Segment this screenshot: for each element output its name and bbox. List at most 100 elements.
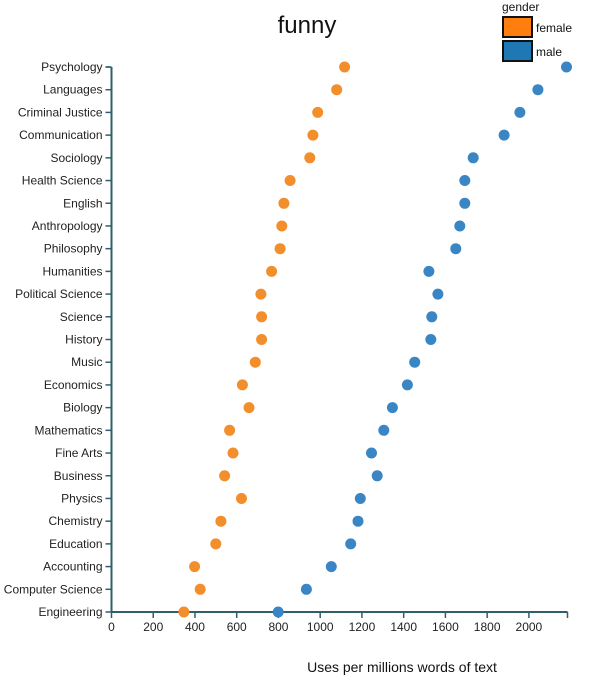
x-tick-label: 400 — [185, 620, 205, 634]
point-female-education[interactable] — [210, 538, 222, 550]
y-tick-label: Philosophy — [44, 242, 103, 256]
point-male-communication[interactable] — [498, 129, 510, 141]
y-tick-label: Physics — [61, 491, 102, 505]
point-male-criminal-justice[interactable] — [514, 106, 526, 118]
y-tick-label: Economics — [44, 378, 103, 392]
y-tick-label: Chemistry — [48, 514, 102, 528]
series-female — [178, 61, 351, 618]
y-tick-label: History — [65, 333, 102, 347]
y-tick-label: Accounting — [43, 560, 102, 574]
y-tick-label: Music — [71, 355, 102, 369]
point-female-communication[interactable] — [307, 129, 319, 141]
point-female-physics[interactable] — [236, 493, 247, 504]
point-female-music[interactable] — [249, 356, 261, 368]
point-male-languages[interactable] — [532, 84, 544, 96]
point-female-criminal-justice[interactable] — [312, 106, 324, 118]
y-tick-label: Science — [60, 310, 103, 324]
legend: gender female male — [502, 0, 572, 62]
legend-label-male: male — [536, 45, 562, 59]
point-male-education[interactable] — [345, 538, 357, 550]
point-male-philosophy[interactable] — [450, 243, 462, 255]
point-female-chemistry[interactable] — [215, 515, 227, 527]
y-tick-label: Business — [54, 469, 103, 483]
point-male-fine-arts[interactable] — [366, 447, 377, 459]
point-female-political-science[interactable] — [255, 288, 267, 300]
x-tick-label: 1200 — [349, 620, 376, 634]
point-male-accounting[interactable] — [325, 561, 337, 573]
point-male-science[interactable] — [426, 311, 438, 323]
point-female-computer-science[interactable] — [194, 583, 206, 595]
point-female-business[interactable] — [219, 470, 231, 482]
y-tick-label: Anthropology — [32, 219, 103, 233]
point-male-sociology[interactable] — [467, 152, 479, 164]
legend-swatch-male[interactable] — [502, 40, 533, 62]
legend-swatch-female[interactable] — [502, 16, 533, 38]
x-tick-label: 0 — [108, 620, 115, 634]
x-tick-label: 600 — [227, 620, 247, 634]
point-male-mathematics[interactable] — [378, 424, 390, 436]
point-male-history[interactable] — [425, 334, 437, 345]
y-tick-label: Criminal Justice — [18, 105, 103, 119]
y-tick-label: Computer Science — [4, 582, 103, 596]
x-tick-label: 1400 — [390, 620, 417, 634]
point-male-humanities[interactable] — [423, 265, 435, 277]
x-tick-label: 200 — [143, 620, 163, 634]
point-female-engineering[interactable] — [178, 606, 190, 618]
point-female-humanities[interactable] — [266, 265, 278, 277]
point-female-science[interactable] — [256, 311, 268, 323]
point-female-mathematics[interactable] — [224, 424, 236, 436]
point-female-health-science[interactable] — [284, 175, 296, 186]
point-female-history[interactable] — [256, 334, 268, 345]
point-female-philosophy[interactable] — [274, 243, 286, 255]
y-axis: Psychology Languages Criminal Justice Commu… — [4, 60, 113, 619]
point-male-psychology[interactable] — [561, 61, 572, 73]
y-tick-label: Sociology — [50, 151, 102, 165]
y-tick-label: Education — [49, 537, 102, 551]
y-tick-label: Political Science — [15, 287, 103, 301]
y-tick-label: Mathematics — [34, 423, 102, 437]
point-male-anthropology[interactable] — [454, 220, 466, 232]
point-female-biology[interactable] — [243, 402, 255, 414]
x-tick-label: 1800 — [474, 620, 501, 634]
y-tick-label: Health Science — [22, 174, 103, 188]
x-tick-label: 800 — [268, 620, 288, 634]
point-male-economics[interactable] — [401, 379, 413, 391]
point-male-english[interactable] — [459, 197, 471, 209]
point-male-biology[interactable] — [386, 402, 398, 414]
point-male-music[interactable] — [409, 356, 421, 368]
x-tick-label: 1000 — [307, 620, 334, 634]
x-axis: 0 200 400 600 800 1000 1200 1400 1600 1800 2000 — [108, 611, 569, 634]
point-male-computer-science[interactable] — [300, 583, 312, 595]
point-male-chemistry[interactable] — [352, 515, 364, 527]
y-tick-label: Communication — [19, 128, 102, 142]
point-female-languages[interactable] — [331, 84, 343, 96]
point-female-english[interactable] — [278, 197, 290, 209]
y-tick-label: Humanities — [42, 264, 102, 278]
y-tick-label: Biology — [63, 401, 102, 415]
point-female-economics[interactable] — [236, 379, 248, 391]
y-tick-label: English — [63, 196, 102, 210]
point-female-accounting[interactable] — [189, 561, 201, 573]
y-tick-label: Fine Arts — [55, 446, 102, 460]
legend-title: gender — [502, 0, 539, 14]
point-male-political-science[interactable] — [432, 288, 444, 300]
data-points — [178, 61, 572, 618]
point-male-engineering[interactable] — [272, 606, 284, 618]
point-female-sociology[interactable] — [304, 152, 316, 164]
y-tick-label: Psychology — [41, 60, 102, 74]
point-male-physics[interactable] — [354, 493, 366, 504]
x-tick-label: 1600 — [432, 620, 459, 634]
series-male — [272, 61, 572, 618]
chart-title: funny — [278, 12, 337, 39]
point-female-anthropology[interactable] — [276, 220, 288, 232]
point-male-business[interactable] — [371, 470, 383, 482]
point-female-psychology[interactable] — [339, 61, 351, 73]
point-female-fine-arts[interactable] — [227, 447, 239, 459]
y-tick-label: Languages — [43, 83, 102, 97]
point-male-health-science[interactable] — [459, 175, 471, 186]
legend-label-female: female — [536, 21, 572, 35]
x-axis-title: Uses per millions words of text — [307, 659, 497, 675]
y-tick-label: Engineering — [38, 605, 102, 619]
x-tick-label: 2000 — [516, 620, 543, 634]
